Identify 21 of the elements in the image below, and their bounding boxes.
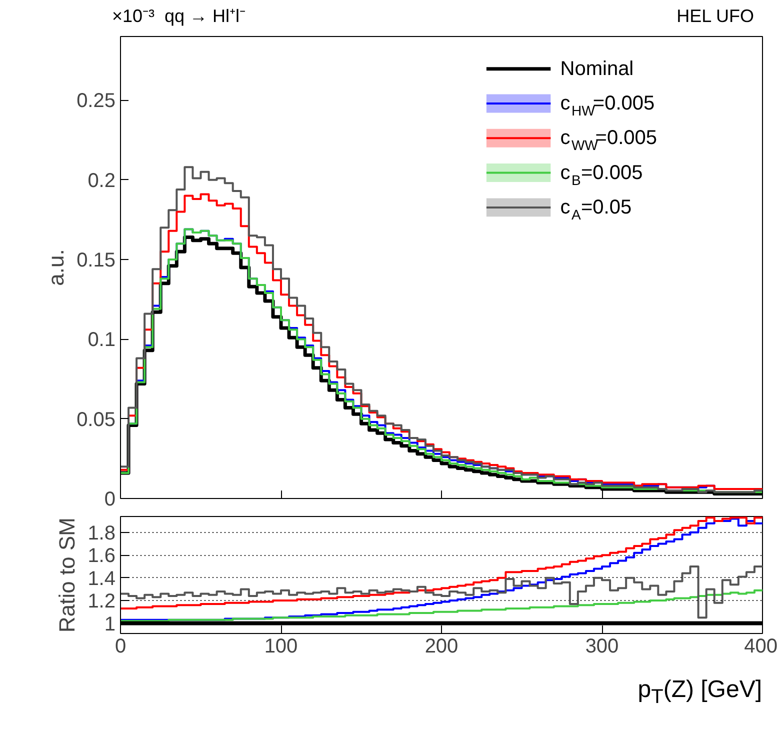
text: ×10⁻³ qq → Hl⁺l⁻ xyxy=(112,6,246,26)
y-tick-label: 1.8 xyxy=(88,522,116,544)
y-tick-label: 0.05 xyxy=(76,408,116,431)
y-tick-label: 1 xyxy=(104,613,116,636)
x-tick-label: 300 xyxy=(585,636,619,658)
x-axis-title: p$_{T}$(Z) [GeV] xyxy=(636,675,762,710)
x-tick-label: 400 xyxy=(744,636,777,658)
y-tick-label: 0.2 xyxy=(88,170,116,192)
y-tick-label: 1.4 xyxy=(88,568,116,590)
y-axis-title: a.u. xyxy=(44,249,69,286)
text: HEL UFO xyxy=(676,5,754,28)
legend-label: Nominal xyxy=(560,58,634,80)
y-tick-label: 1.2 xyxy=(88,590,116,613)
x-tick-label: 100 xyxy=(264,636,298,658)
y-tick-label: 1.6 xyxy=(88,545,116,568)
y-tick-label: 0.1 xyxy=(88,329,116,352)
x-tick-label: 200 xyxy=(424,636,458,658)
y-axis-title: Ratio to SM xyxy=(54,518,80,632)
y-tick-label: 0.25 xyxy=(76,90,116,112)
y-tick-label: 0 xyxy=(104,488,116,510)
y-tick-label: 0.15 xyxy=(76,250,116,272)
